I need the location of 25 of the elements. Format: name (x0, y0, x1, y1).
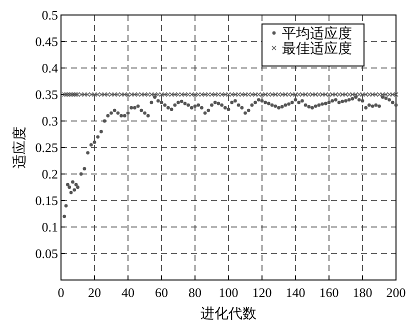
y-tick-label: 0.35 (35, 87, 58, 102)
x-tick-label: 40 (122, 285, 134, 300)
x-tick-label: 80 (188, 285, 202, 300)
x-tick-label: 180 (352, 285, 372, 300)
y-tick-label: 0.3 (42, 114, 58, 128)
x-tick-label: 200 (386, 285, 406, 300)
x-tick-label: 0 (58, 285, 64, 300)
x-axis-title: 进化代数 (200, 306, 256, 322)
legend-label: 平均适应度 (282, 26, 352, 42)
x-tick-label: 120 (252, 285, 272, 300)
x-tick-label: 140 (286, 285, 306, 300)
y-axis-title: 适应度 (12, 126, 28, 168)
y-tick-label: 0.05 (35, 246, 58, 261)
y-tick-label: 0.25 (35, 140, 58, 155)
x-tick-label: 20 (88, 285, 101, 300)
y-tick-label: 0.15 (35, 193, 58, 208)
x-tick-label: 100 (218, 285, 238, 300)
y-tick-label: 0.4 (42, 60, 58, 76)
y-tick-label: 0.45 (35, 34, 58, 49)
x-tick-label: 60 (155, 285, 168, 300)
legend-label: 最佳适应度 (282, 41, 352, 57)
y-tick-label: 0.1 (42, 220, 58, 234)
x-tick-label: 160 (319, 285, 339, 300)
y-tick-label: 0.2 (42, 166, 58, 182)
y-tick-label: 0.5 (42, 8, 58, 22)
